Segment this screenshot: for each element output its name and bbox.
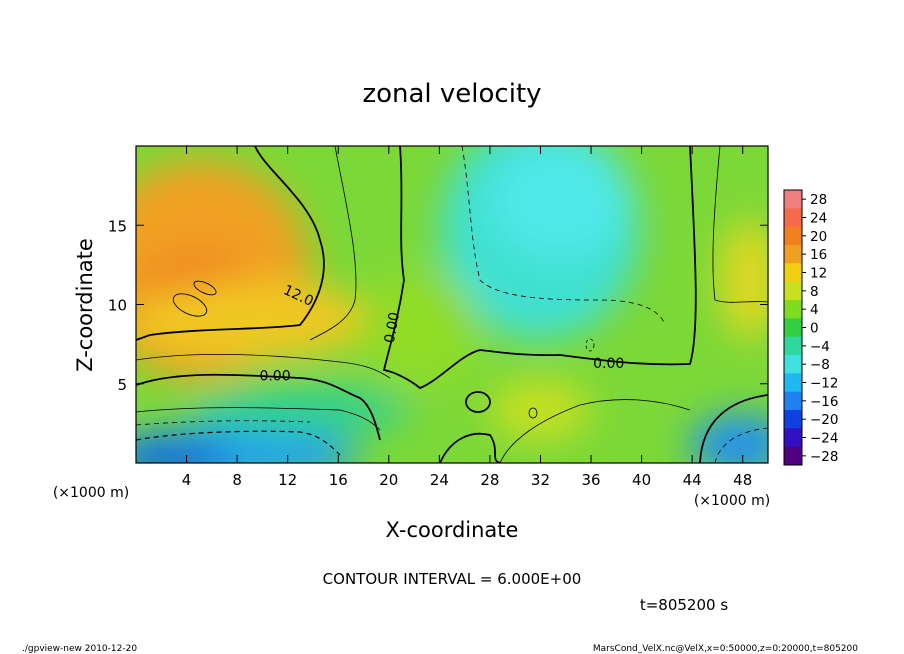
colorbar-swatch bbox=[784, 226, 802, 246]
colorbar-label: 24 bbox=[810, 211, 827, 227]
colorbar-swatch bbox=[784, 373, 802, 393]
z-axis: 5 10 15 bbox=[108, 217, 768, 394]
x-axis: 4 8 12 16 20 24 28 32 36 40 44 48 bbox=[182, 146, 752, 489]
x-unit-left: (×1000 m) bbox=[53, 485, 129, 501]
colorbar-swatch bbox=[784, 263, 802, 283]
footer-left: ./gpview-new 2010-12-20 bbox=[22, 644, 137, 654]
colorbar-swatch bbox=[784, 391, 802, 411]
x-tick-label: 32 bbox=[531, 471, 550, 489]
colorbar-swatch bbox=[784, 428, 802, 448]
colorbar-swatch bbox=[784, 300, 802, 319]
footer-right: MarsCond_VelX.nc@VelX,x=0:50000,z=0:2000… bbox=[593, 644, 858, 654]
colorbar-label: 20 bbox=[810, 229, 827, 245]
contour-label: 0.00 bbox=[382, 311, 403, 344]
colorbar-label: 12 bbox=[810, 266, 827, 282]
colorbar-label: −16 bbox=[810, 394, 839, 410]
x-axis-label: X-coordinate bbox=[386, 518, 519, 542]
colorbar-swatch bbox=[784, 410, 802, 429]
x-tick-label: 28 bbox=[480, 471, 499, 489]
z-tick-label: 5 bbox=[117, 376, 127, 394]
colorbar: 28 24 20 16 12 8 4 0 −4 −8 −12 −16 −20 −24 −28 bbox=[783, 189, 839, 466]
colorbar-swatch bbox=[784, 336, 802, 356]
colorbar-label: 16 bbox=[810, 247, 827, 263]
heatmap-field: 12.00.000.000.00 bbox=[136, 146, 768, 463]
contour-label: 0.00 bbox=[593, 356, 624, 372]
x-tick-label: 20 bbox=[379, 471, 398, 489]
z-tick-label: 15 bbox=[108, 217, 127, 235]
colorbar-label: −28 bbox=[810, 449, 839, 465]
colorbar-label: 4 bbox=[810, 302, 819, 318]
chart-title: zonal velocity bbox=[362, 79, 541, 109]
colorbar-swatch bbox=[784, 446, 802, 466]
time-label: t=805200 s bbox=[640, 596, 728, 614]
colorbar-label: −20 bbox=[810, 412, 839, 428]
contour-label: 0.00 bbox=[259, 369, 290, 385]
x-tick-label: 40 bbox=[632, 471, 651, 489]
colorbar-swatch bbox=[784, 245, 802, 264]
colorbar-label: 0 bbox=[810, 321, 819, 337]
contour-interval-text: CONTOUR INTERVAL = 6.000E+00 bbox=[323, 570, 582, 588]
colorbar-label: −12 bbox=[810, 376, 839, 392]
x-tick-label: 24 bbox=[430, 471, 449, 489]
x-tick-label: 44 bbox=[683, 471, 702, 489]
colorbar-swatch bbox=[784, 208, 802, 228]
x-tick-label: 4 bbox=[182, 471, 192, 489]
x-unit-right: (×1000 m) bbox=[694, 493, 770, 509]
y-axis-label: Z-coordinate bbox=[73, 238, 97, 372]
colorbar-swatch bbox=[784, 318, 802, 338]
colorbar-swatch bbox=[784, 281, 802, 301]
colorbar-swatch bbox=[784, 190, 802, 209]
z-tick-label: 10 bbox=[108, 297, 127, 315]
x-tick-label: 16 bbox=[329, 471, 348, 489]
colorbar-label: 28 bbox=[810, 192, 827, 208]
x-tick-label: 8 bbox=[232, 471, 242, 489]
colorbar-label: −8 bbox=[810, 357, 830, 373]
colorbar-label: −4 bbox=[810, 339, 830, 355]
x-tick-label: 12 bbox=[278, 471, 297, 489]
colorbar-swatch bbox=[784, 355, 802, 374]
x-tick-label: 36 bbox=[581, 471, 600, 489]
x-tick-label: 48 bbox=[733, 471, 752, 489]
colorbar-label: 8 bbox=[810, 284, 819, 300]
colorbar-label: −24 bbox=[810, 431, 839, 447]
